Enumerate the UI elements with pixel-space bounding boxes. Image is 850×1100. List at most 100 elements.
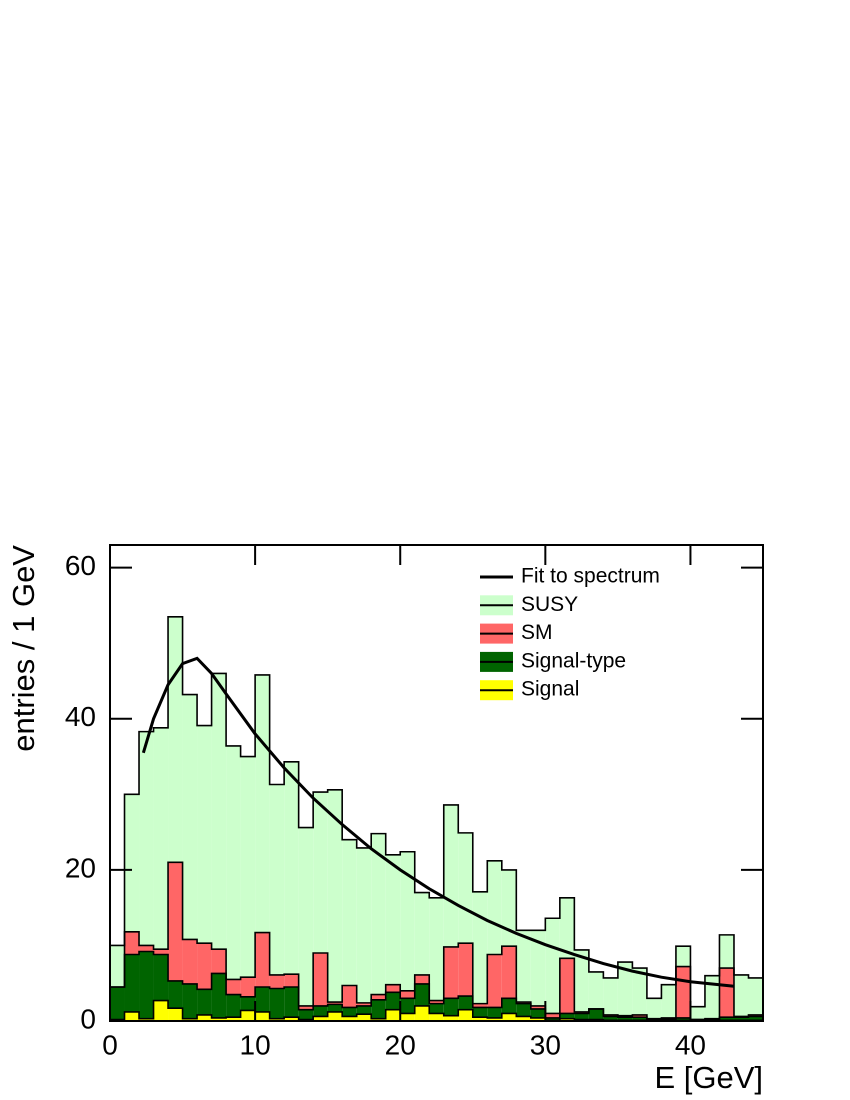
histogram-bar: [124, 954, 140, 1012]
histogram-bar: [385, 854, 401, 985]
histogram-bar: [443, 1015, 459, 1021]
histogram-bar: [342, 985, 357, 1008]
histogram-bar: [284, 761, 299, 975]
histogram-bar: [168, 1008, 183, 1021]
histogram-bar: [342, 1016, 357, 1021]
histogram-bar: [487, 1007, 502, 1018]
histogram-bar: [342, 839, 357, 986]
histogram-bar: [153, 949, 169, 955]
histogram-bar: [255, 932, 270, 987]
histogram-bar: [356, 1002, 372, 1006]
histogram-bar: [603, 977, 618, 1015]
histogram-bar: [516, 1003, 531, 1017]
histogram-bar: [255, 1011, 270, 1021]
histogram-bar: [733, 1017, 749, 1021]
histogram-bar: [646, 998, 662, 1019]
x-axis-title: E [GeV]: [654, 1060, 763, 1095]
plot-frame: [109, 544, 764, 1022]
histogram-bar: [197, 943, 212, 990]
histogram-bar: [530, 1017, 546, 1021]
histogram-bar: [414, 1005, 430, 1021]
histogram-bar: [284, 1017, 299, 1021]
histogram-bar: [748, 977, 763, 1015]
histogram-bar: [501, 869, 517, 947]
histogram-bar: [472, 1003, 488, 1008]
histogram-bar: [182, 1018, 198, 1021]
histogram-bar: [139, 731, 154, 946]
histogram-bar: [110, 945, 125, 987]
histogram-bar: [371, 833, 386, 995]
histogram-bar: [472, 1007, 488, 1018]
histogram-bar: [182, 694, 198, 940]
x-tick-label: 0: [102, 1029, 118, 1060]
histogram-bar: [124, 931, 140, 955]
histogram-bar: [211, 673, 227, 950]
histogram-bar: [458, 1009, 473, 1021]
histogram-bar: [327, 789, 343, 1003]
histogram-bar: [211, 949, 227, 974]
histogram-bar: [458, 943, 473, 997]
histogram-bar: [530, 930, 546, 1006]
histogram-bar: [617, 962, 633, 1016]
histogram-bar: [414, 892, 430, 975]
histogram-bar: [588, 1008, 604, 1020]
histogram-bar: [414, 983, 430, 1006]
histogram-bar: [211, 1017, 227, 1021]
legend-label: Signal: [521, 678, 579, 701]
x-tick-label: 40: [675, 1029, 706, 1060]
histogram-bar: [603, 1016, 618, 1021]
histogram-bar: [385, 1009, 401, 1021]
histogram-bar: [313, 953, 328, 1006]
histogram-bar: [530, 1008, 546, 1018]
histogram-bar: [501, 998, 517, 1014]
histogram-bar: [719, 1017, 734, 1021]
histogram-bar: [400, 998, 415, 1014]
histogram-bar: [284, 974, 299, 987]
histogram-bar: [153, 954, 169, 1001]
histogram-bar: [356, 1014, 372, 1021]
histogram-bar: [269, 974, 285, 989]
histogram-bar: [458, 832, 473, 944]
histogram-bar: [545, 918, 560, 1014]
y-tick-label: 20: [65, 852, 96, 883]
histogram-bar: [719, 968, 734, 1018]
histogram-bar: [429, 897, 444, 1001]
y-axis-title: entries / 1 GeV: [6, 545, 41, 752]
histogram-bar: [443, 998, 459, 1016]
histogram-bar: [226, 994, 241, 1018]
histogram-bar: [327, 1004, 343, 1012]
histogram-bar: [690, 1006, 705, 1020]
histogram-bar: [284, 987, 299, 1018]
histogram-bar: [298, 1009, 314, 1020]
histogram-bar: [197, 1014, 212, 1021]
histogram-bar: [269, 1018, 285, 1021]
histogram-bar: [632, 968, 647, 1015]
histogram-bar: [182, 939, 198, 984]
histogram-bar: [240, 977, 256, 997]
histogram-bar: [443, 946, 459, 999]
histogram-bar: [574, 1013, 589, 1020]
histogram-bar: [269, 784, 285, 975]
histogram-bar: [327, 1002, 343, 1005]
histogram-bar: [313, 792, 328, 953]
histogram-bar: [226, 979, 241, 995]
histogram-bar: [124, 1011, 140, 1021]
histogram-bar: [168, 862, 183, 981]
histogram-bar: [559, 897, 575, 959]
y-tick-label: 0: [80, 1003, 96, 1034]
histogram-bar: [385, 984, 401, 993]
histogram-bar: [748, 1016, 763, 1021]
histogram-bar: [588, 971, 604, 1009]
histogram-bar: [472, 1017, 488, 1021]
histogram-bar: [226, 745, 241, 980]
legend-label: SM: [521, 621, 553, 644]
histogram-bar: [516, 930, 531, 1003]
histogram-outline: [109, 861, 764, 1021]
histogram-bar: [153, 727, 169, 950]
histogram-bar: [516, 1016, 531, 1021]
histogram-bar: [559, 1013, 575, 1019]
histogram-bar: [197, 725, 212, 944]
x-tick-label: 20: [385, 1029, 416, 1060]
